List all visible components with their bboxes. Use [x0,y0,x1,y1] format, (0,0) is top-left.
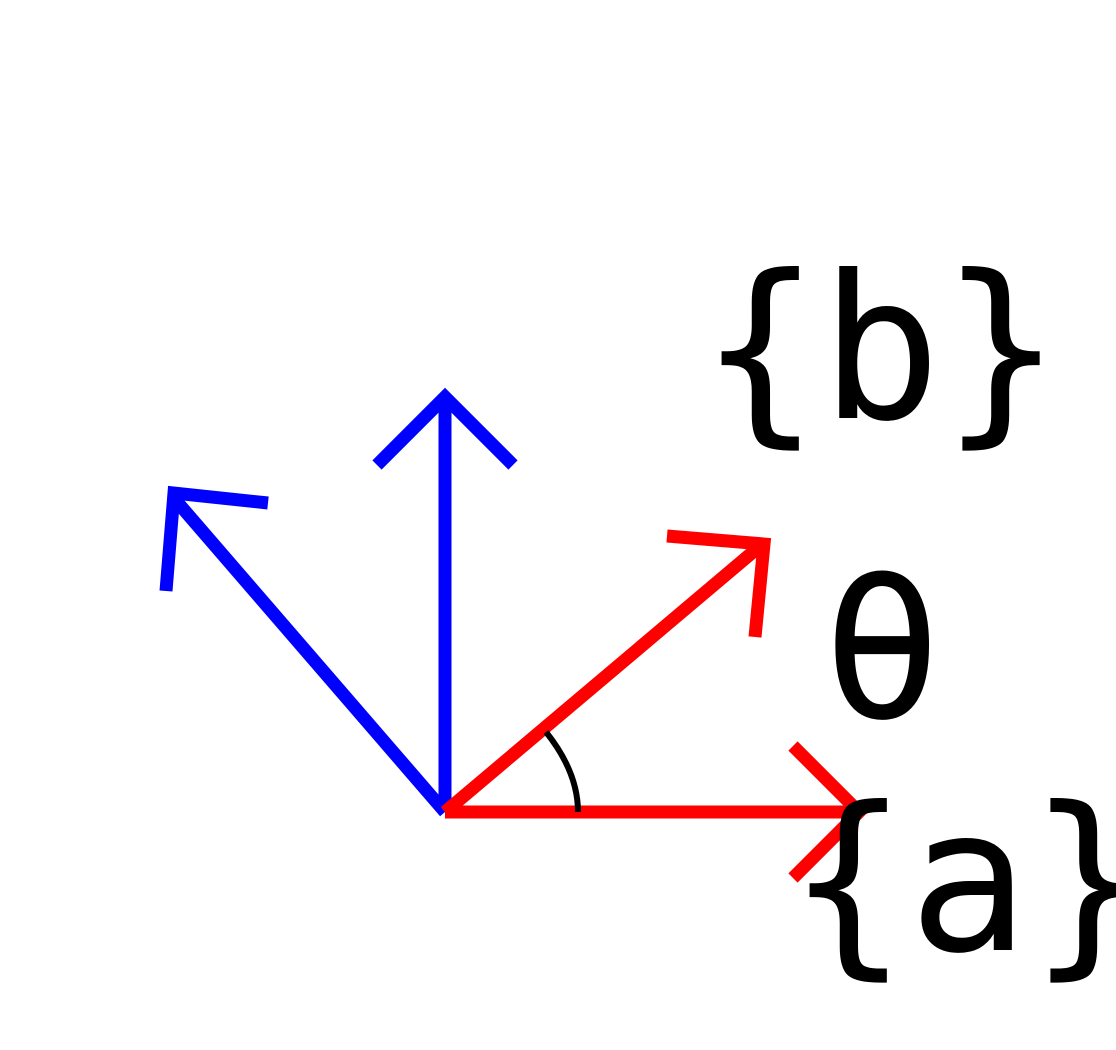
angle-label: θ [822,532,942,765]
frame-b-x-arrowhead [159,485,269,592]
frame-a-label: {a} [788,765,1116,998]
frame-a-axes [440,529,869,883]
frame-b-x-axis [167,491,450,817]
angle-arc [543,730,581,813]
frame-b-label: {b} [700,233,1061,466]
frame-a-x-arrowhead [788,741,869,883]
frame-a-rotated-axis [440,541,765,817]
frame-b-axes [159,387,518,817]
frame-a-rotated-arrowhead [666,529,772,638]
frame-b-y-arrowhead [372,387,518,470]
